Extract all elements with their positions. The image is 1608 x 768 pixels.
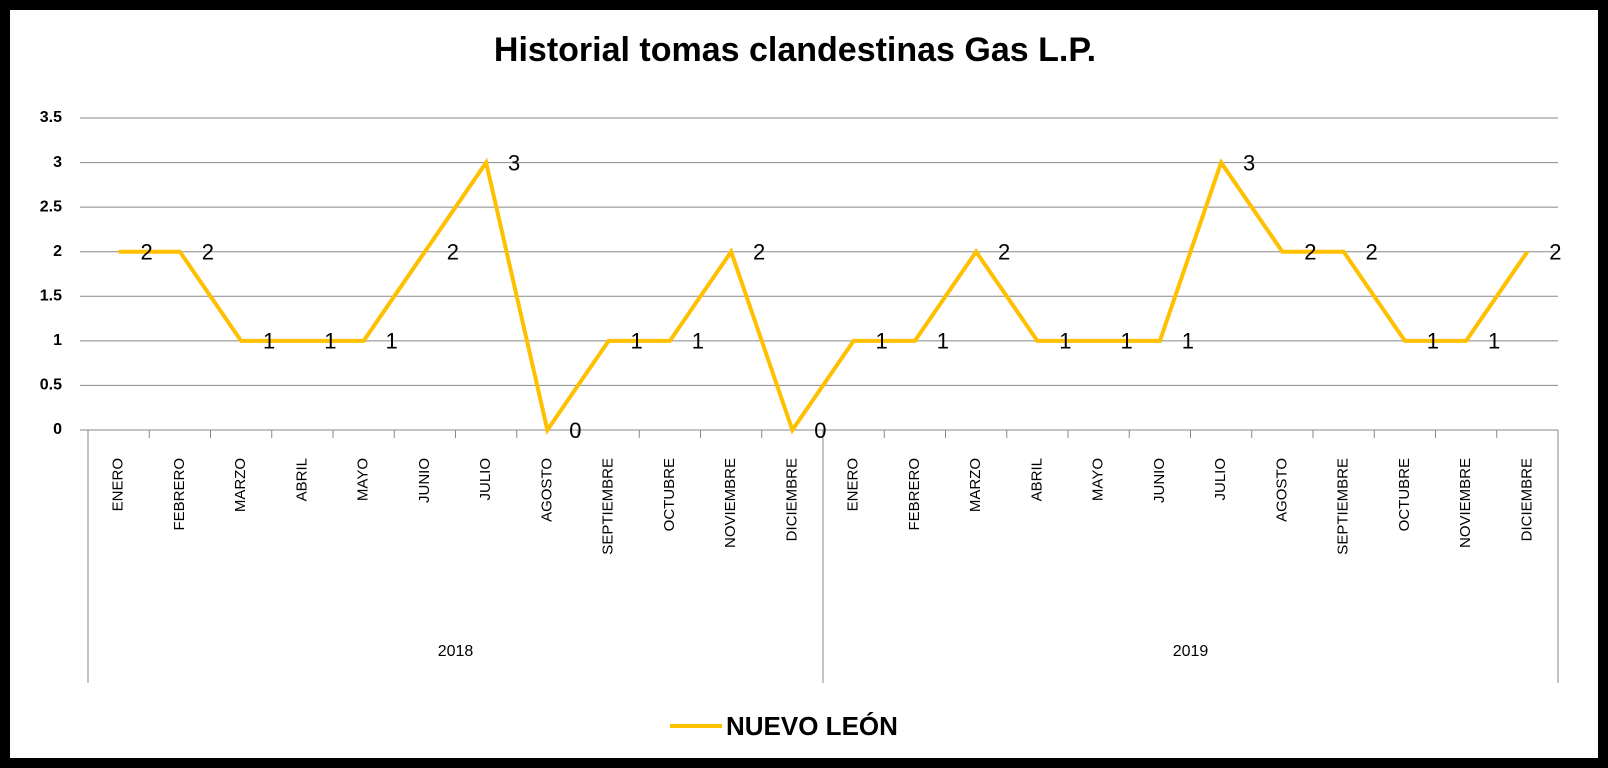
data-label: 2	[1549, 240, 1561, 265]
data-label: 3	[1243, 150, 1255, 175]
y-tick-label: 2	[53, 243, 62, 260]
data-label: 2	[753, 240, 765, 265]
x-tick-label: MAYO	[1090, 458, 1107, 501]
y-tick-label: 0.5	[40, 377, 62, 394]
group-label: 2019	[1173, 643, 1209, 660]
x-tick-label: FEBRERO	[906, 458, 923, 531]
x-tick-label: NOVIEMBRE	[1457, 458, 1474, 548]
data-label: 1	[876, 329, 888, 354]
chart-title: Historial tomas clandestinas Gas L.P.	[494, 31, 1096, 69]
x-tick-label: FEBRERO	[171, 458, 188, 531]
data-label: 1	[1488, 329, 1500, 354]
data-label: 0	[569, 418, 581, 443]
x-tick-label: JULIO	[477, 458, 494, 501]
x-tick-label: ENERO	[110, 458, 127, 511]
x-tick-label: JUNIO	[416, 458, 433, 503]
x-tick-label: OCTUBRE	[661, 458, 678, 531]
data-label: 2	[141, 240, 153, 265]
group-label: 2018	[438, 643, 474, 660]
x-tick-label: MARZO	[967, 458, 984, 512]
data-label: 2	[202, 240, 214, 265]
data-label: 1	[937, 329, 949, 354]
x-tick-label: ENERO	[845, 458, 862, 511]
x-tick-label: DICIEMBRE	[1518, 458, 1535, 541]
data-label: 1	[263, 329, 275, 354]
x-tick-label: ABRIL	[293, 458, 310, 501]
y-tick-label: 0	[53, 421, 62, 438]
data-label: 0	[814, 418, 826, 443]
x-tick-label: JUNIO	[1151, 458, 1168, 503]
data-label: 1	[1427, 329, 1439, 354]
y-tick-label: 1	[53, 332, 62, 349]
x-tick-label: SEPTIEMBRE	[1335, 458, 1352, 555]
data-label: 2	[1304, 240, 1316, 265]
legend-label: NUEVO LEÓN	[726, 711, 898, 741]
x-tick-label: MAYO	[355, 458, 372, 501]
data-label: 1	[1182, 329, 1194, 354]
data-label: 2	[1366, 240, 1378, 265]
data-label: 1	[324, 329, 336, 354]
x-tick-label: NOVIEMBRE	[722, 458, 739, 548]
x-tick-label: SEPTIEMBRE	[600, 458, 617, 555]
x-tick-label: OCTUBRE	[1396, 458, 1413, 531]
x-tick-label: DICIEMBRE	[783, 458, 800, 541]
data-label: 1	[1059, 329, 1071, 354]
x-tick-label: ABRIL	[1028, 458, 1045, 501]
data-label: 1	[631, 329, 643, 354]
y-tick-label: 3	[53, 154, 62, 171]
y-tick-label: 1.5	[40, 288, 62, 305]
data-label: 2	[998, 240, 1010, 265]
x-tick-label: JULIO	[1212, 458, 1229, 501]
x-tick-label: AGOSTO	[538, 458, 555, 522]
series-line	[118, 157, 1530, 435]
x-tick-label: MARZO	[232, 458, 249, 512]
y-tick-label: 2.5	[40, 198, 62, 215]
data-label: 1	[692, 329, 704, 354]
y-tick-label: 3.5	[40, 109, 62, 126]
data-label: 2	[447, 240, 459, 265]
x-tick-label: AGOSTO	[1273, 458, 1290, 522]
data-label: 1	[386, 329, 398, 354]
data-label: 1	[1121, 329, 1133, 354]
data-label: 3	[508, 150, 520, 175]
